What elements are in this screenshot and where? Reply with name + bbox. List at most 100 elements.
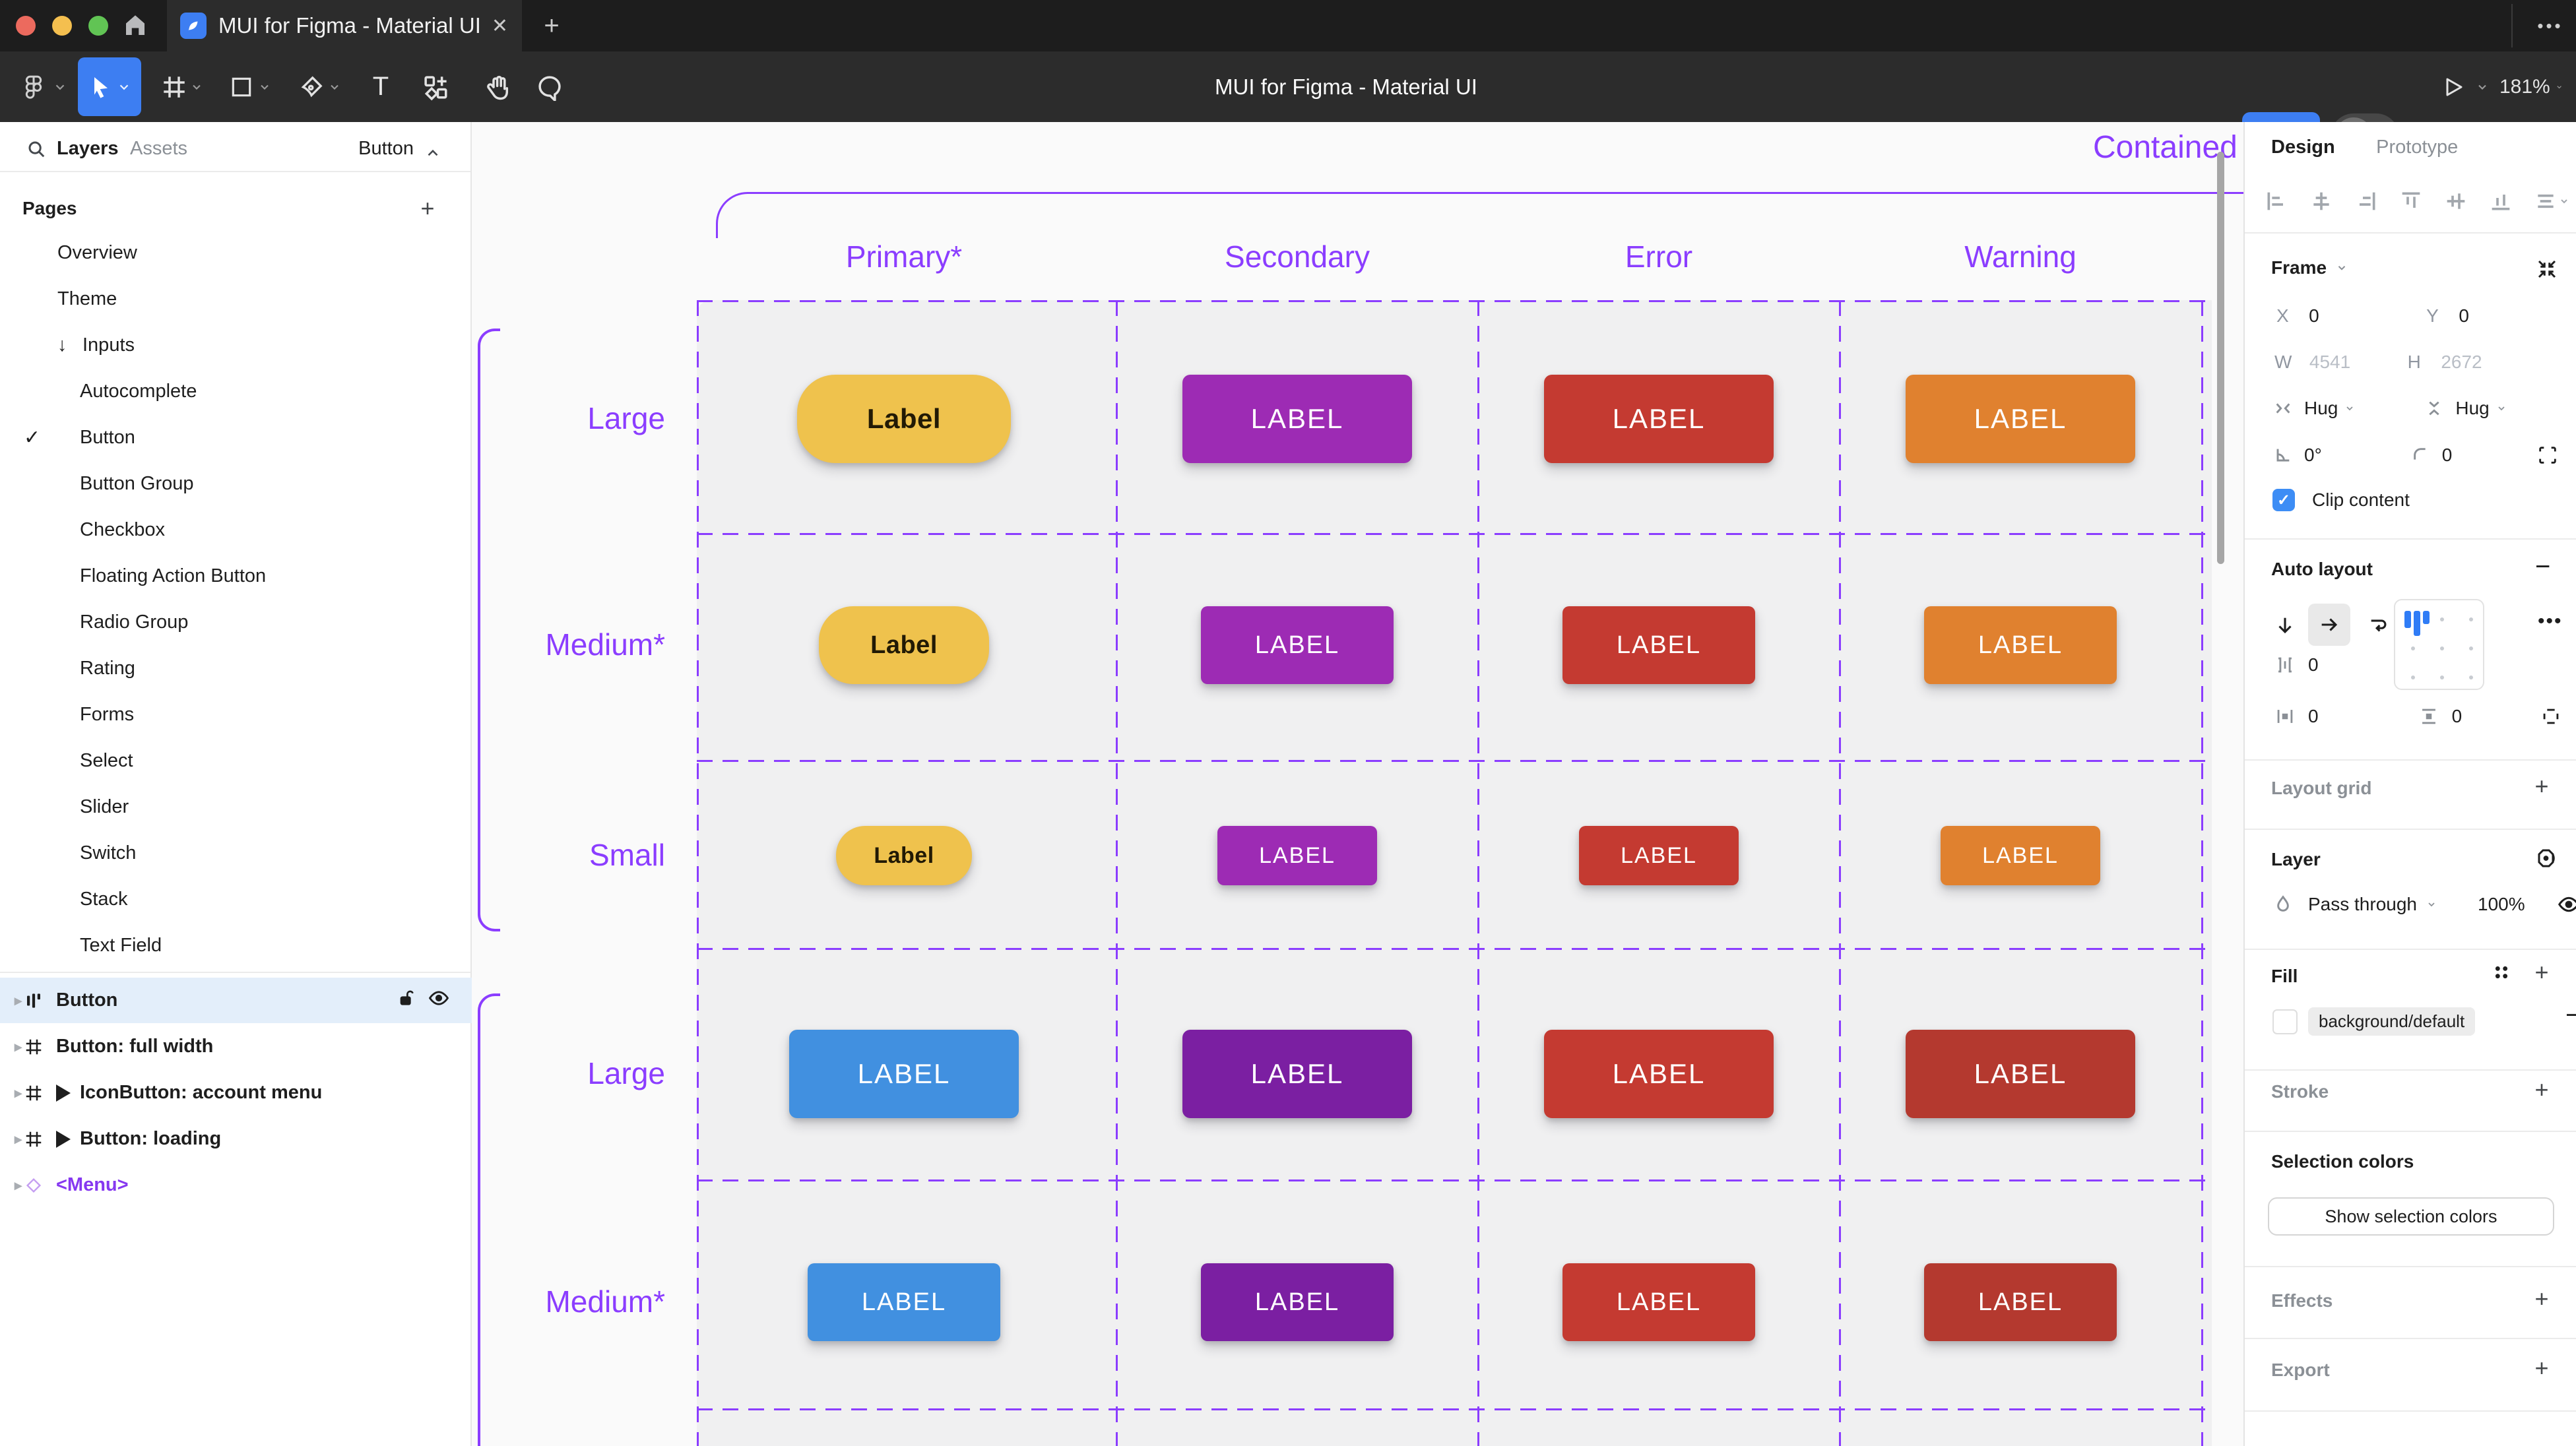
add-fill-button[interactable]: + (2534, 959, 2549, 986)
independent-padding-icon[interactable] (2540, 705, 2562, 728)
frame-section-header[interactable]: Frame (2271, 257, 2576, 278)
expand-chevron-icon[interactable]: ▸ (15, 1038, 22, 1055)
frame-tool-chevron-icon[interactable] (190, 51, 203, 122)
expand-chevron-icon[interactable]: ▸ (15, 1176, 22, 1193)
present-chevron-icon[interactable] (2476, 51, 2489, 122)
fill-styles-button[interactable] (2490, 961, 2513, 987)
canvas-button-secondary-medium-g2[interactable]: LABEL (1201, 1263, 1394, 1341)
layer-item-button-loading[interactable]: ▸ Button: loading (0, 1116, 472, 1162)
zoom-level-button[interactable]: 181% (2499, 51, 2563, 122)
width-input[interactable]: 4541 (2309, 352, 2351, 372)
gap-input[interactable]: 0 (2308, 654, 2319, 675)
canvas-button-warning-medium-g2[interactable]: LABEL (1924, 1263, 2117, 1341)
canvas-button-secondary-small-g1[interactable]: LABEL (1217, 826, 1377, 885)
pen-tool-chevron-icon[interactable] (328, 51, 341, 122)
clip-content-row[interactable]: ✓ Clip content (2272, 489, 2576, 511)
layer-mask-button[interactable] (2535, 846, 2559, 873)
canvas-button-error-medium-g1[interactable]: LABEL (1562, 606, 1755, 684)
canvas-button-primary-small-g1[interactable]: Label (836, 826, 972, 885)
canvas-button-warning-small-g1[interactable]: LABEL (1941, 826, 2100, 885)
layer-opacity-input[interactable]: 100% (2478, 894, 2525, 914)
canvas-button-warning-large-g2[interactable]: LABEL (1906, 1030, 2135, 1118)
canvas-button-primary-medium-g2[interactable]: LABEL (808, 1263, 1000, 1341)
collapse-pages-chevron-icon[interactable] (424, 144, 441, 162)
fill-color-swatch[interactable] (2272, 1009, 2298, 1034)
y-input[interactable]: 0 (2459, 305, 2469, 326)
maximize-window-button[interactable] (88, 16, 108, 36)
page-item-autocomplete[interactable]: Autocomplete (0, 368, 472, 414)
frame-tool-button[interactable] (156, 51, 193, 122)
horizontal-sizing-select[interactable]: Hug (2304, 398, 2338, 418)
frame-title[interactable]: Contained (2093, 130, 2238, 165)
x-input[interactable]: 0 (2309, 305, 2319, 326)
page-item-select[interactable]: Select (0, 738, 472, 784)
window-menu-button[interactable]: ••• (2537, 15, 2563, 36)
canvas-button-error-small-g1[interactable]: LABEL (1579, 826, 1739, 885)
pen-tool-button[interactable] (293, 51, 330, 122)
canvas-button-primary-large-g1[interactable]: Label (797, 375, 1011, 463)
corner-radius-input[interactable]: 0 (2441, 445, 2453, 465)
page-item-button-group[interactable]: Button Group (0, 460, 472, 507)
file-tab[interactable]: MUI for Figma - Material UI ✕ (167, 0, 522, 51)
file-title[interactable]: MUI for Figma - Material UI (1215, 74, 1477, 99)
page-item-rating[interactable]: Rating (0, 645, 472, 691)
page-item-inputs[interactable]: ↓ Inputs (0, 322, 472, 368)
visibility-eye-icon[interactable] (428, 987, 450, 1015)
canvas-button-primary-medium-g1[interactable]: Label (819, 606, 989, 684)
page-item-stack[interactable]: Stack (0, 876, 472, 922)
layer-item-button-full-width[interactable]: ▸ Button: full width (0, 1024, 472, 1069)
hand-tool-button[interactable] (478, 51, 519, 122)
page-item-slider[interactable]: Slider (0, 784, 472, 830)
tab-prototype[interactable]: Prototype (2376, 137, 2459, 158)
new-tab-button[interactable]: + (544, 11, 560, 40)
add-export-button[interactable]: + (2534, 1354, 2549, 1381)
minimize-window-button[interactable] (52, 16, 72, 36)
canvas-button-warning-medium-g1[interactable]: LABEL (1924, 606, 2117, 684)
canvas-button-secondary-large-g1[interactable]: LABEL (1182, 375, 1412, 463)
distribute-menu-button[interactable] (2532, 188, 2569, 214)
add-layout-grid-button[interactable]: + (2534, 772, 2549, 800)
collapse-panel-button[interactable] (2535, 257, 2559, 284)
remove-fill-button[interactable]: − (2565, 1001, 2576, 1030)
comment-tool-button[interactable] (529, 51, 570, 122)
tab-close-icon[interactable]: ✕ (491, 15, 509, 37)
main-menu-button[interactable] (18, 51, 49, 122)
independent-corners-icon[interactable] (2536, 444, 2559, 466)
present-button[interactable] (2436, 51, 2470, 122)
horizontal-padding-input[interactable]: 0 (2308, 706, 2319, 726)
canvas-button-error-large-g1[interactable]: LABEL (1544, 375, 1774, 463)
horizontal-layout-button[interactable] (2308, 604, 2350, 646)
rotation-input[interactable]: 0° (2304, 445, 2322, 465)
canvas-button-warning-large-g1[interactable]: LABEL (1906, 375, 2135, 463)
expand-chevron-icon[interactable]: ▸ (15, 991, 22, 1009)
expand-chevron-icon[interactable]: ▸ (15, 1130, 22, 1147)
page-item-theme[interactable]: Theme (0, 276, 472, 322)
align-right-icon[interactable] (2353, 188, 2379, 214)
canvas-button-error-medium-g2[interactable]: LABEL (1562, 1263, 1755, 1341)
vertical-padding-input[interactable]: 0 (2451, 706, 2463, 726)
show-selection-colors-button[interactable]: Show selection colors (2268, 1197, 2554, 1236)
canvas-button-primary-large-g2[interactable]: LABEL (789, 1030, 1019, 1118)
menu-chevron-icon[interactable] (53, 51, 67, 122)
height-input[interactable]: 2672 (2441, 352, 2482, 372)
page-item-radio-group[interactable]: Radio Group (0, 599, 472, 645)
canvas-button-secondary-medium-g1[interactable]: LABEL (1201, 606, 1394, 684)
layer-item-iconbutton-account-menu[interactable]: ▸ IconButton: account menu (0, 1070, 472, 1116)
add-stroke-button[interactable]: + (2534, 1076, 2549, 1103)
add-page-button[interactable]: + (420, 195, 435, 222)
resources-tool-button[interactable] (416, 51, 455, 122)
vertical-layout-icon[interactable] (2274, 614, 2296, 637)
align-left-icon[interactable] (2263, 188, 2290, 214)
clip-content-checkbox[interactable]: ✓ (2272, 489, 2295, 511)
home-button[interactable] (119, 9, 152, 42)
close-window-button[interactable] (16, 16, 36, 36)
lock-open-icon[interactable] (396, 988, 417, 1014)
align-bottom-icon[interactable] (2488, 188, 2514, 214)
align-horizontal-center-icon[interactable] (2308, 188, 2334, 214)
shape-tool-chevron-icon[interactable] (258, 51, 271, 122)
fill-style-name[interactable]: background/default (2308, 1007, 2476, 1036)
alignment-pad[interactable] (2394, 599, 2484, 690)
page-item-forms[interactable]: Forms (0, 691, 472, 738)
page-item-overview[interactable]: Overview (0, 230, 472, 276)
layer-item-button[interactable]: ▸ Button (0, 978, 472, 1023)
